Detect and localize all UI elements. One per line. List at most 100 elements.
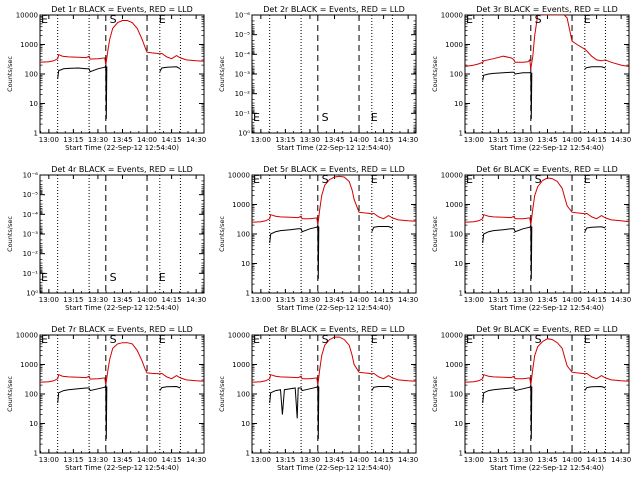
events-series-line xyxy=(584,385,606,391)
x-axis-label: Start Time (22-Sep-12 12:54:40) xyxy=(65,144,179,152)
x-tick-label: 13:15 xyxy=(275,456,295,464)
events-series-line xyxy=(482,384,533,439)
x-tick-label: 14:30 xyxy=(398,456,418,464)
x-tick-label: 14:00 xyxy=(349,296,369,304)
lld-series-line xyxy=(252,336,416,386)
marker-label-s: S xyxy=(110,271,117,284)
events-series-line xyxy=(57,384,108,439)
marker-label-e: E xyxy=(371,173,378,186)
x-tick-label: 13:15 xyxy=(488,456,508,464)
x-tick-label: 13:45 xyxy=(537,136,557,144)
y-axis-label: Counts/sec xyxy=(431,56,439,92)
panel-title: Det 9r BLACK = Events, RED = LLD xyxy=(476,325,618,334)
marker-label-s: S xyxy=(322,111,329,124)
detector-panel: 13:00 13:15 13:30 13:45 14:00 14:15 14:30 10000… xyxy=(431,165,631,312)
x-axis-label: Start Time (22-Sep-12 12:54:40) xyxy=(490,304,604,312)
panel-title: Det 5r BLACK = Events, RED = LLD xyxy=(263,165,405,174)
marker-label-s: S xyxy=(110,13,117,26)
y-tick-label: 10⁻² xyxy=(235,90,251,98)
y-tick-label: 10⁻⁵ xyxy=(235,31,251,39)
x-tick-label: 14:30 xyxy=(398,136,418,144)
events-series-line xyxy=(584,226,606,232)
y-tick-label: 1 xyxy=(459,290,463,298)
y-tick-label: 1 xyxy=(34,450,38,458)
marker-label-e: E xyxy=(159,271,166,284)
y-tick-label: 10 xyxy=(454,420,463,428)
panel-title: Det 3r BLACK = Events, RED = LLD xyxy=(476,5,618,14)
y-axis-label: Counts/sec xyxy=(218,376,226,412)
x-tick-label: 13:45 xyxy=(537,456,557,464)
x-tick-label: 14:00 xyxy=(562,136,582,144)
lld-series-line xyxy=(252,175,416,226)
y-tick-label: 100 xyxy=(25,71,38,79)
y-tick-label: 10000 xyxy=(16,332,38,340)
x-axis-label: Start Time (22-Sep-12 12:54:40) xyxy=(277,144,391,152)
x-tick-label: 13:45 xyxy=(324,456,344,464)
x-tick-label: 13:45 xyxy=(537,296,557,304)
y-tick-label: 100 xyxy=(450,71,463,79)
y-tick-label: 10000 xyxy=(441,332,463,340)
events-series-line xyxy=(269,224,320,279)
start-marker-label: E xyxy=(253,333,260,346)
start-marker-label: E xyxy=(466,13,473,26)
events-series-line xyxy=(584,66,606,70)
marker-label-e: E xyxy=(584,13,591,26)
panel-title: Det 7r BLACK = Events, RED = LLD xyxy=(51,325,193,334)
y-tick-label: 10000 xyxy=(228,332,250,340)
start-marker-label: E xyxy=(253,111,260,124)
x-tick-label: 14:15 xyxy=(161,136,181,144)
x-tick-label: 13:00 xyxy=(464,136,484,144)
marker-label-s: S xyxy=(535,333,542,346)
y-axis-label: Counts/sec xyxy=(6,376,14,412)
y-tick-label: 1000 xyxy=(20,41,38,49)
y-tick-label: 1000 xyxy=(445,41,463,49)
y-axis-label: Counts/sec xyxy=(431,216,439,252)
x-tick-label: 13:00 xyxy=(464,456,484,464)
lld-series-line xyxy=(465,177,629,226)
y-tick-label: 1000 xyxy=(445,201,463,209)
y-tick-label: 10⁰ xyxy=(238,130,250,138)
x-tick-label: 13:00 xyxy=(251,296,271,304)
lld-series-line xyxy=(465,338,629,386)
x-tick-label: 13:30 xyxy=(88,136,108,144)
x-tick-label: 14:00 xyxy=(137,456,157,464)
lld-series-line xyxy=(40,20,204,66)
x-tick-label: 14:15 xyxy=(586,456,606,464)
y-tick-label: 10⁻⁶ xyxy=(23,172,39,180)
x-tick-label: 13:30 xyxy=(513,456,533,464)
x-tick-label: 13:45 xyxy=(112,296,132,304)
y-tick-label: 10⁰ xyxy=(26,290,38,298)
y-tick-label: 10 xyxy=(29,100,38,108)
panel-title: Det 6r BLACK = Events, RED = LLD xyxy=(476,165,618,174)
y-tick-label: 10⁻⁴ xyxy=(23,211,39,219)
events-series-line xyxy=(371,386,393,391)
events-series-line xyxy=(159,385,181,391)
x-axis-label: Start Time (22-Sep-12 12:54:40) xyxy=(65,464,179,472)
x-tick-label: 14:15 xyxy=(373,456,393,464)
events-series-line xyxy=(57,64,108,119)
lld-series-line xyxy=(465,15,629,69)
detector-panel: 13:00 13:15 13:30 13:45 14:00 14:15 14:30 10000… xyxy=(218,325,418,472)
start-marker-label: E xyxy=(253,173,260,186)
x-tick-label: 13:45 xyxy=(112,456,132,464)
y-tick-label: 100 xyxy=(237,391,250,399)
y-tick-label: 10⁻⁴ xyxy=(235,51,251,59)
y-tick-label: 1 xyxy=(246,290,250,298)
x-tick-label: 13:15 xyxy=(488,296,508,304)
x-tick-label: 14:15 xyxy=(161,456,181,464)
y-axis-label: Counts/sec xyxy=(6,56,14,92)
events-series-line xyxy=(269,384,320,439)
y-tick-label: 10 xyxy=(454,260,463,268)
start-marker-label: E xyxy=(41,333,48,346)
x-axis-label: Start Time (22-Sep-12 12:54:40) xyxy=(277,464,391,472)
x-tick-label: 13:15 xyxy=(63,136,83,144)
y-tick-label: 10000 xyxy=(441,172,463,180)
x-tick-label: 13:45 xyxy=(324,136,344,144)
y-tick-label: 10 xyxy=(241,260,250,268)
events-series-line xyxy=(482,70,533,119)
detector-panel: 13:00 13:15 13:30 13:45 14:00 14:15 14:30 10⁻⁶ 1… xyxy=(218,5,418,152)
panel-title: Det 8r BLACK = Events, RED = LLD xyxy=(263,325,405,334)
y-tick-label: 10⁻² xyxy=(23,250,39,258)
